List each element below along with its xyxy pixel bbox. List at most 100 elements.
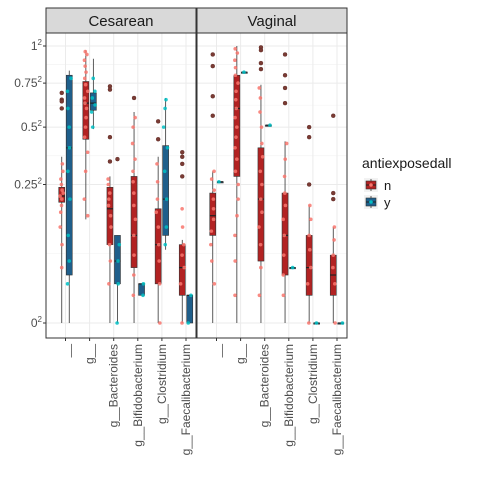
- jitter-point: [107, 242, 112, 247]
- x-tick-label: g__Bacteroides: [258, 344, 272, 427]
- jitter-point: [67, 259, 72, 263]
- box: [178, 244, 186, 296]
- jitter-point: [131, 169, 135, 174]
- box: [82, 81, 90, 140]
- box-n---: [58, 90, 66, 323]
- jitter-point: [59, 177, 63, 181]
- jitter-point: [233, 73, 238, 78]
- jitter-point: [258, 169, 263, 174]
- jitter-point: [233, 65, 238, 70]
- legend-label: y: [384, 195, 391, 210]
- jitter-point: [258, 96, 263, 100]
- outlier-point: [282, 100, 288, 106]
- jitter-point: [257, 293, 262, 298]
- jitter-point: [234, 89, 238, 94]
- jitter-point: [180, 253, 184, 257]
- jitter-point: [217, 179, 221, 184]
- jitter-point: [67, 146, 72, 150]
- outlier-point: [210, 94, 215, 99]
- jitter-point: [332, 282, 337, 286]
- x-axis: __ g__ g__Bacteroides g__Bifidobacterium g__…: [59, 338, 344, 455]
- outlier-point: [180, 161, 185, 167]
- jitter-point: [133, 217, 138, 222]
- jitter-point: [308, 217, 313, 222]
- outlier-point: [306, 124, 312, 130]
- box-y-g--faecalibacterium: [337, 321, 345, 325]
- outlier-point: [306, 182, 312, 187]
- jitter-point: [283, 203, 288, 208]
- jitter-point: [258, 110, 262, 114]
- outlier-point: [210, 113, 215, 118]
- outlier-point: [180, 174, 185, 179]
- jitter-point: [66, 106, 70, 111]
- jitter-point: [85, 52, 89, 57]
- jitter-point: [331, 253, 336, 257]
- jitter-point: [259, 265, 263, 270]
- jitter-point: [133, 115, 137, 120]
- jitter-point: [234, 135, 238, 139]
- jitter-point: [83, 82, 88, 87]
- panel-border: [196, 32, 348, 339]
- panel-cesarean: Cesarean: [45, 7, 197, 339]
- box-n-g--: [82, 49, 90, 220]
- jitter-point: [164, 97, 168, 102]
- facet-label: Vaginal: [248, 13, 297, 30]
- jitter-point: [116, 282, 120, 286]
- x-tick-label: g__Faecalibacterium: [330, 344, 344, 455]
- jitter-point: [82, 197, 87, 201]
- jitter-point: [233, 146, 237, 150]
- jitter-point: [260, 182, 264, 187]
- outlier-point: [155, 119, 161, 124]
- box-n-g--clostridium: [305, 124, 313, 325]
- jitter-point: [182, 265, 187, 270]
- panel-border: [45, 32, 197, 339]
- jitter-point: [332, 238, 336, 242]
- outlier-point: [210, 63, 215, 69]
- facet-strip: [196, 7, 348, 34]
- outlier-point: [180, 154, 185, 160]
- outlier-point: [258, 60, 264, 66]
- jitter-point: [165, 146, 170, 150]
- legend-key-point: [369, 183, 373, 187]
- box-n-g--bacteroides: [106, 84, 114, 323]
- box-y-g--clostridium: [313, 321, 320, 325]
- jitter-point: [212, 169, 216, 174]
- jitter-point: [260, 155, 265, 159]
- jitter-point: [107, 197, 111, 201]
- jitter-point: [209, 242, 213, 247]
- jitter-point: [283, 191, 287, 195]
- x-tick-label: g__Bifidobacterium: [282, 344, 296, 447]
- panel-vaginal: Vaginal: [196, 7, 348, 339]
- y-tick-label: 0.52: [21, 119, 43, 134]
- jitter-point: [58, 194, 62, 198]
- jitter-point: [141, 282, 146, 286]
- x-tick-label: g__Clostridium: [155, 344, 169, 424]
- jitter-point: [186, 321, 191, 325]
- jitter-point: [84, 70, 88, 74]
- jitter-point: [131, 179, 135, 184]
- x-tick-label: g__Faecalibacterium: [179, 344, 193, 455]
- outlier-point: [59, 99, 64, 104]
- jitter-point: [242, 70, 246, 74]
- jitter-point: [180, 225, 185, 229]
- jitter-point: [93, 103, 97, 107]
- jitter-point: [82, 135, 87, 139]
- jitter-point: [209, 177, 214, 181]
- jitter-point: [157, 259, 161, 263]
- jitter-point: [59, 197, 64, 201]
- jitter-point: [156, 225, 161, 229]
- jitter-point: [308, 203, 312, 208]
- jitter-point: [158, 321, 162, 325]
- outlier-point: [155, 137, 161, 142]
- box-y-g--: [89, 58, 97, 130]
- jitter-point: [180, 321, 184, 325]
- jitter-point: [66, 169, 70, 174]
- jitter-point: [181, 242, 186, 247]
- box-n-g--: [233, 46, 241, 323]
- jitter-point: [68, 197, 72, 201]
- jitter-point: [209, 229, 214, 233]
- outlier-point: [131, 95, 137, 101]
- outlier-point: [115, 156, 120, 162]
- jitter-point: [258, 242, 263, 247]
- jitter-point: [106, 203, 111, 208]
